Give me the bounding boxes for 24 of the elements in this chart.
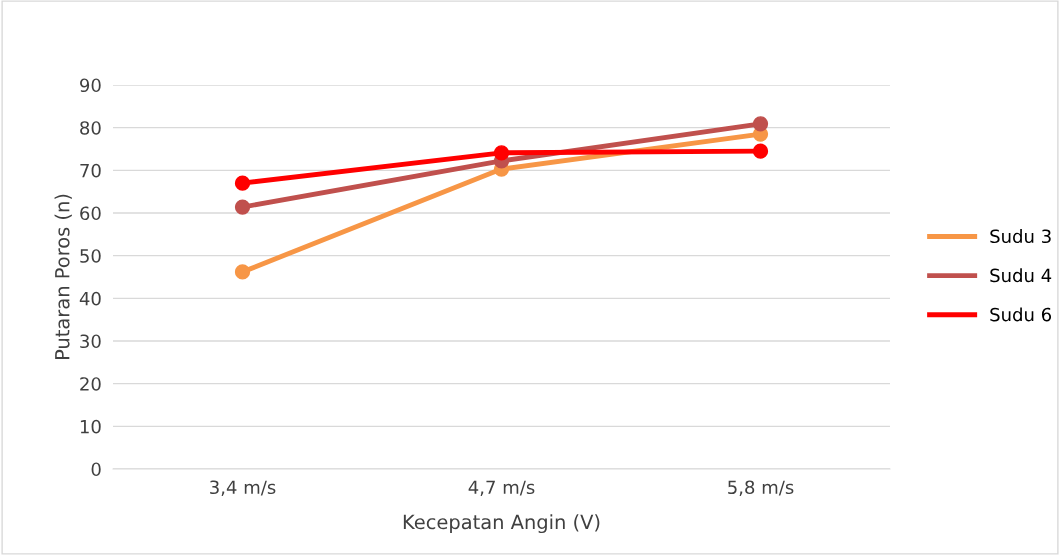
point	[493, 145, 510, 161]
y-tick-label: 60	[80, 206, 101, 221]
point	[752, 143, 769, 159]
x-axis-title: Kecepatan Angin (V)	[403, 514, 600, 534]
legend-label: Sudu 3	[990, 229, 1051, 244]
y-tick-label: 80	[80, 121, 101, 135]
x-tick-label: 5,8 m/s	[728, 480, 794, 496]
x-tick-label: 3,4 m/s	[210, 480, 276, 496]
y-tick-label: 50	[80, 249, 101, 263]
y-tick-label: 30	[80, 334, 101, 349]
y-axis-title: Putaran Poros (n)	[54, 194, 72, 360]
y-tick-label: 10	[80, 419, 101, 434]
y-tick-label: 90	[80, 78, 101, 93]
point	[234, 199, 251, 215]
y-tick-label: 0	[91, 462, 101, 477]
y-tick-label: 40	[79, 291, 101, 306]
point	[234, 175, 251, 191]
legend-label: Sudu 6	[990, 307, 1052, 322]
legend-label: Sudu 4	[990, 268, 1052, 283]
point	[234, 264, 251, 280]
y-tick-label: 20	[80, 377, 101, 391]
y-tick-label: 70	[80, 163, 101, 178]
x-tick-label: 4,7 m/s	[468, 480, 535, 496]
point	[752, 116, 769, 132]
